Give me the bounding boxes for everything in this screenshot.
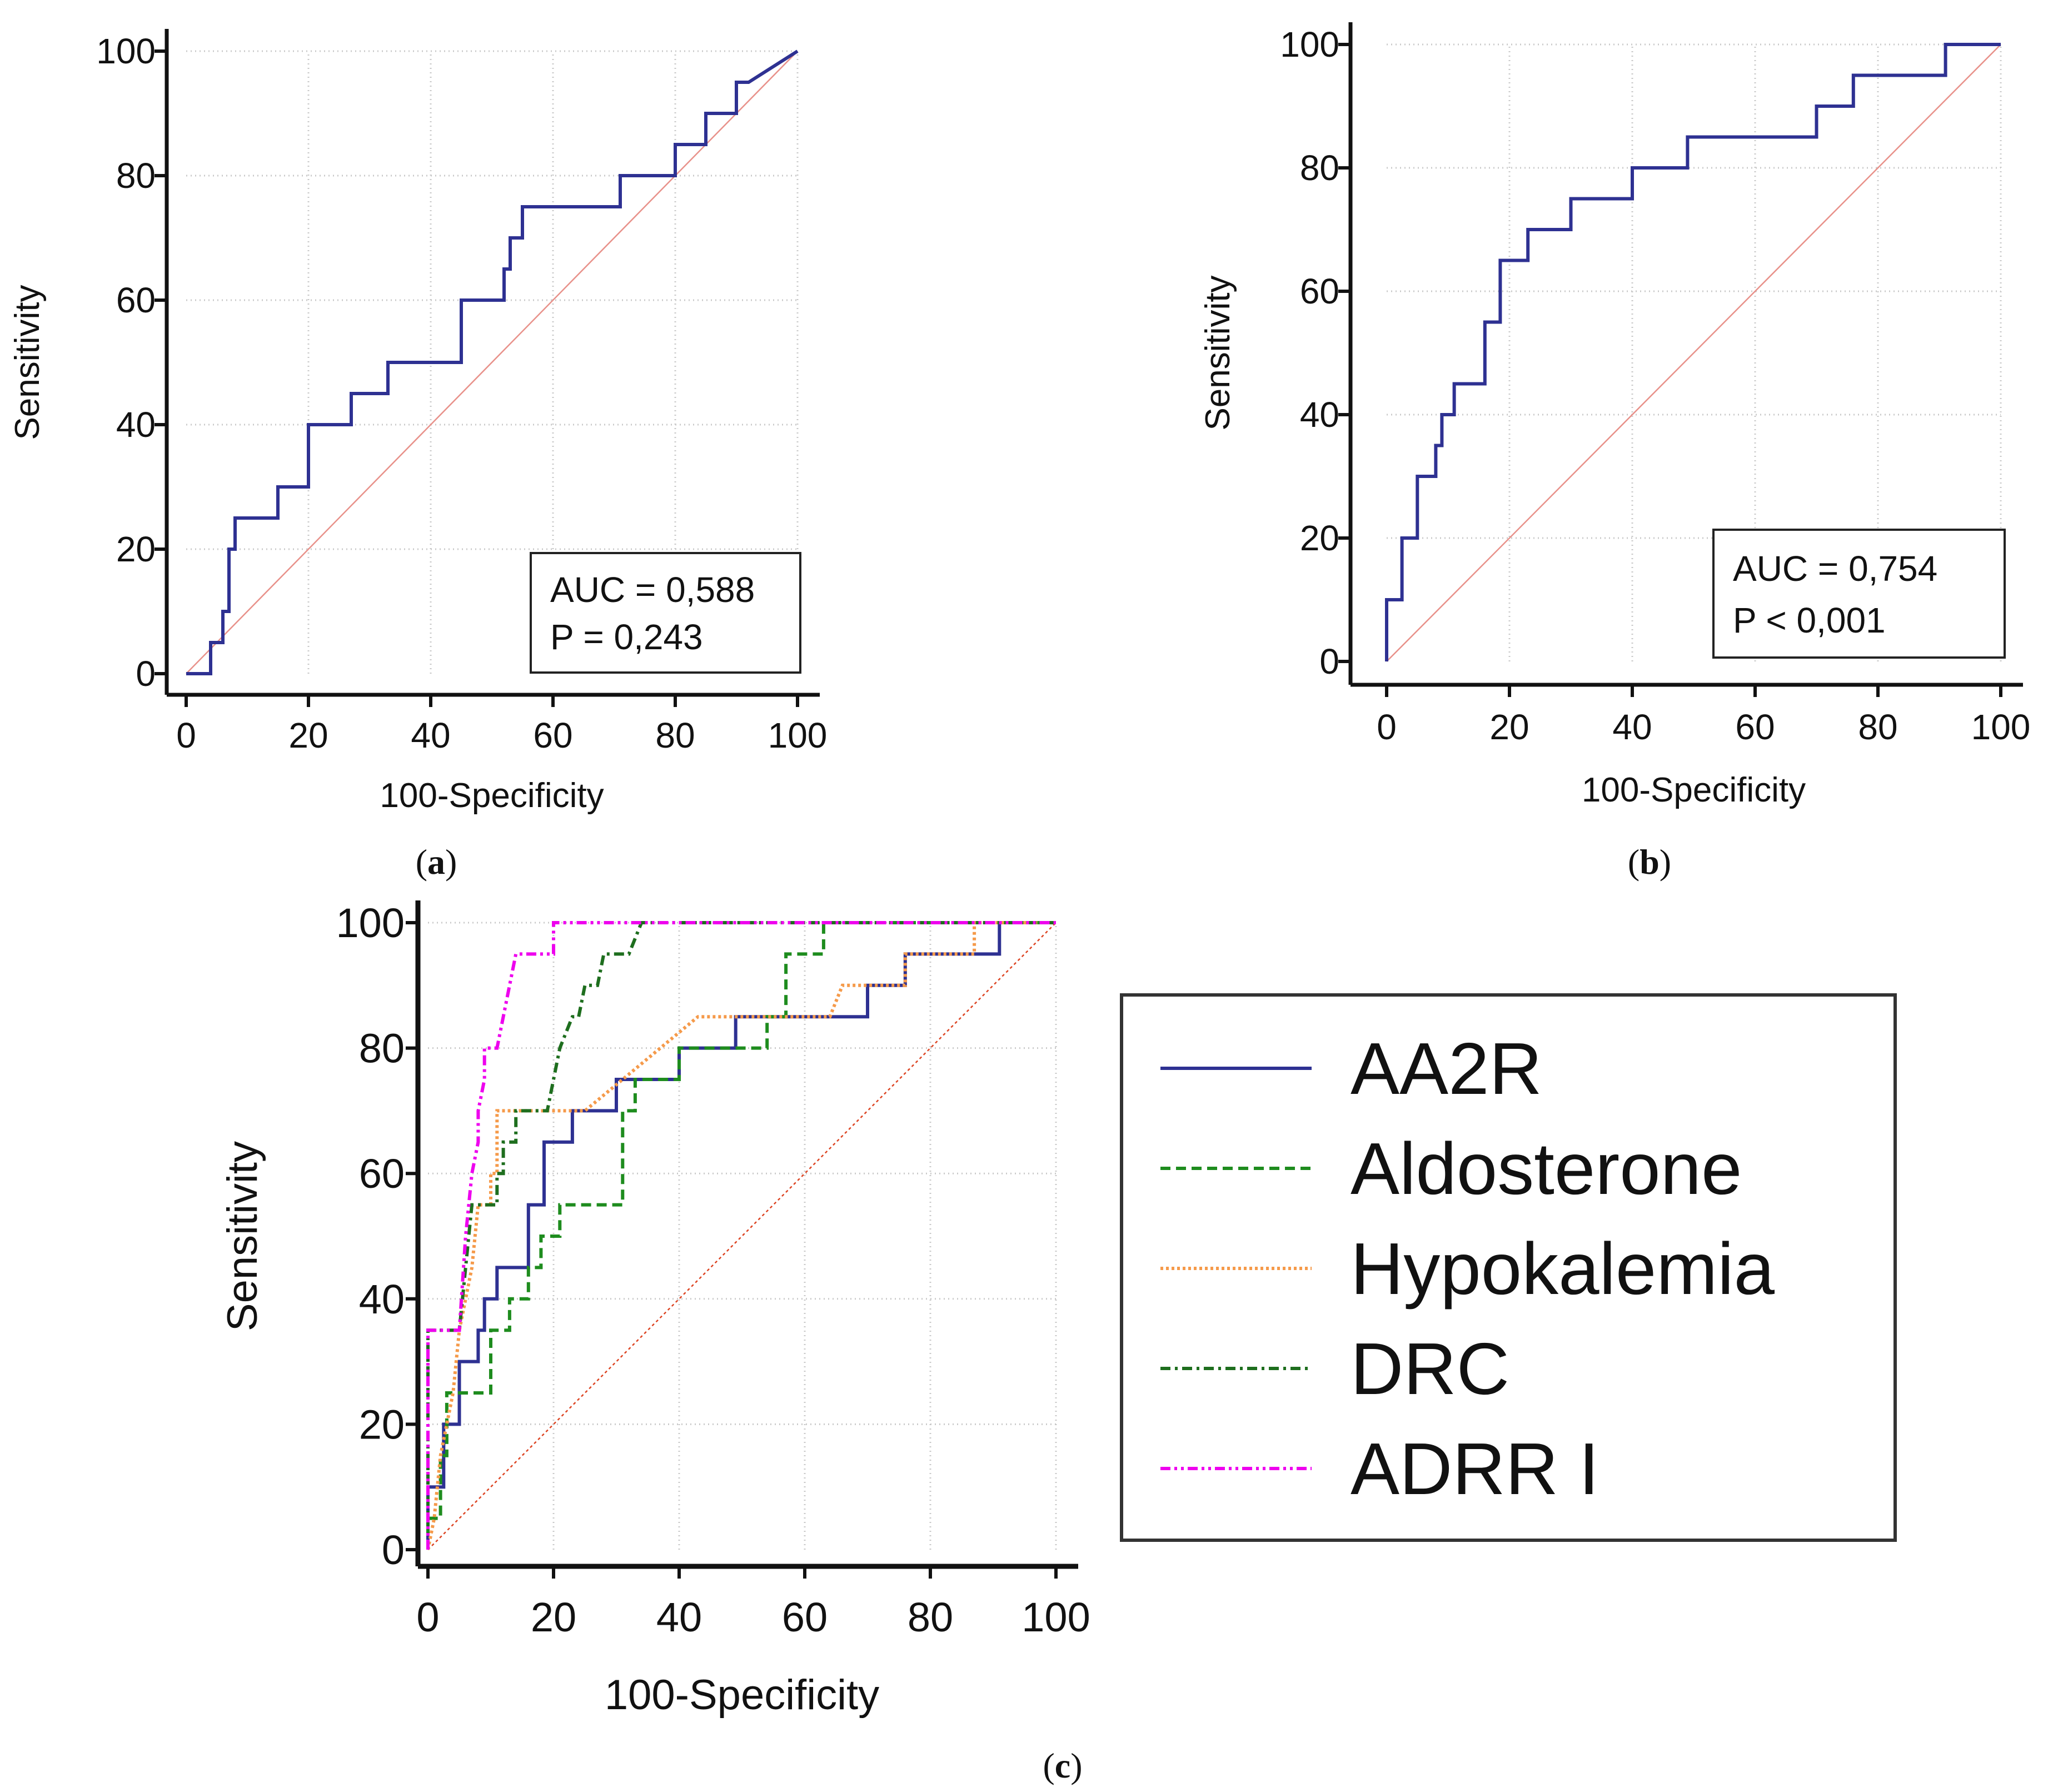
- panel-a-series-roc: [186, 49, 799, 675]
- panel-c-x-tick-label: 20: [531, 1594, 576, 1640]
- panel-a-y-tick-label: 40: [116, 405, 156, 445]
- panel-b-x-tick-label: 100: [1971, 707, 2031, 747]
- panel-b-x-tick-label: 60: [1735, 707, 1775, 747]
- panel-c-x-tick-label: 100: [1021, 1594, 1090, 1640]
- panel-b-x-tick-label: 40: [1612, 707, 1652, 747]
- panel-c-legend: AA2R Aldosterone Hypokalemia DRC ADRR I: [1120, 993, 1897, 1542]
- panel-c-series-aldosterone: [426, 921, 1056, 1550]
- panel-b-auc-annotation: P < 0,001: [1733, 600, 1886, 640]
- panel-a-auc-annotation: AUC = 0,588: [550, 570, 755, 610]
- panel-c-chart: 0 20 40 60 80 100 0 20 40 60 80 100 100-Specificity S…: [219, 900, 1090, 1719]
- panel-c-y-tick-label: 100: [336, 900, 405, 946]
- panel-b-y-tick-label: 40: [1300, 395, 1339, 435]
- panel-c-x-tick-label: 80: [908, 1594, 953, 1640]
- panel-label-a: (a): [416, 842, 457, 882]
- panel-c-x-tick-label: 0: [416, 1594, 439, 1640]
- panel-a-y-tick-label: 0: [136, 654, 156, 694]
- panel-a-series-reference: [186, 51, 798, 674]
- panel-b-x-tick-label: 0: [1377, 707, 1397, 747]
- panel-b-series-reference: [1386, 44, 2001, 662]
- panel-c-series-aa2r: [426, 921, 1056, 1550]
- panel-a-auc-box: [530, 552, 801, 674]
- panel-a-x-tick-label: 0: [176, 715, 196, 755]
- panel-c-y-tick-label: 40: [359, 1276, 405, 1322]
- legend-label-adrr-i: ADRR I: [1351, 1428, 1599, 1510]
- panel-c-x-axis-title: 100-Specificity: [605, 1671, 879, 1719]
- panel-c-series-adrr-i: [426, 921, 1056, 1550]
- panel-a-y-tick-label: 60: [116, 280, 156, 320]
- panel-b-y-tick-label: 0: [1319, 641, 1339, 681]
- panel-c-series-hypokalemia: [426, 921, 1056, 1550]
- legend-label-aldosterone: Aldosterone: [1351, 1128, 1742, 1209]
- panel-b-y-axis-title: Sensitivity: [1199, 275, 1237, 430]
- panel-b-series-roc: [1385, 43, 2001, 661]
- panel-a-x-tick-label: 20: [288, 715, 328, 755]
- panel-a-y-axis-title: Sensitivity: [8, 285, 47, 440]
- panel-a-chart: 0 20 40 60 80 100 0 20 40 60 80 100 100-Specificity S…: [8, 29, 827, 815]
- legend-label-drc: DRC: [1351, 1328, 1509, 1410]
- panel-b-y-tick-label: 80: [1300, 148, 1339, 188]
- panel-b-y-tick-label: 100: [1280, 24, 1339, 64]
- panel-c-y-tick-label: 60: [359, 1151, 405, 1197]
- panel-a-x-tick-label: 100: [768, 715, 828, 755]
- panel-c-series-reference: [427, 922, 1057, 1550]
- panel-c-y-axis-title: Sensitivity: [219, 1141, 266, 1331]
- panel-c-x-tick-label: 40: [656, 1594, 702, 1640]
- panel-c-y-tick-label: 80: [359, 1026, 405, 1072]
- panel-c-y-tick-label: 20: [359, 1401, 405, 1447]
- panel-a-x-tick-label: 60: [533, 715, 572, 755]
- panel-a-x-axis-title: 100-Specificity: [380, 776, 604, 815]
- panel-label-b: (b): [1628, 842, 1671, 882]
- panel-a-y-tick-label: 80: [116, 156, 156, 196]
- panel-c-series-drc: [426, 921, 1056, 1550]
- legend-label-hypokalemia: Hypokalemia: [1351, 1228, 1775, 1310]
- panel-b-auc-annotation: AUC = 0,754: [1733, 549, 1937, 589]
- panel-b-x-axis-title: 100-Specificity: [1582, 771, 1806, 809]
- panel-c-y-tick-label: 0: [382, 1527, 405, 1573]
- panel-b-x-tick-label: 80: [1858, 707, 1897, 747]
- panel-c-x-tick-label: 60: [782, 1594, 828, 1640]
- panel-b-auc-box: [1712, 529, 2006, 659]
- panel-a-y-tick-label: 100: [96, 31, 156, 71]
- panel-a-auc-annotation: P = 0,243: [550, 617, 703, 657]
- panel-b-chart: 0 20 40 60 80 100 0 20 40 60 80 100 100-Specificity S…: [1199, 22, 2030, 809]
- panel-a-x-tick-label: 40: [411, 715, 450, 755]
- panel-b-y-tick-label: 60: [1300, 271, 1339, 311]
- panel-label-c: (c): [1043, 1746, 1082, 1785]
- panel-b-x-tick-label: 20: [1489, 707, 1529, 747]
- panel-a-y-tick-label: 20: [116, 529, 156, 569]
- panel-a-x-tick-label: 80: [655, 715, 695, 755]
- panel-b-y-tick-label: 20: [1300, 518, 1339, 558]
- legend-label-aa2r: AA2R: [1351, 1028, 1542, 1109]
